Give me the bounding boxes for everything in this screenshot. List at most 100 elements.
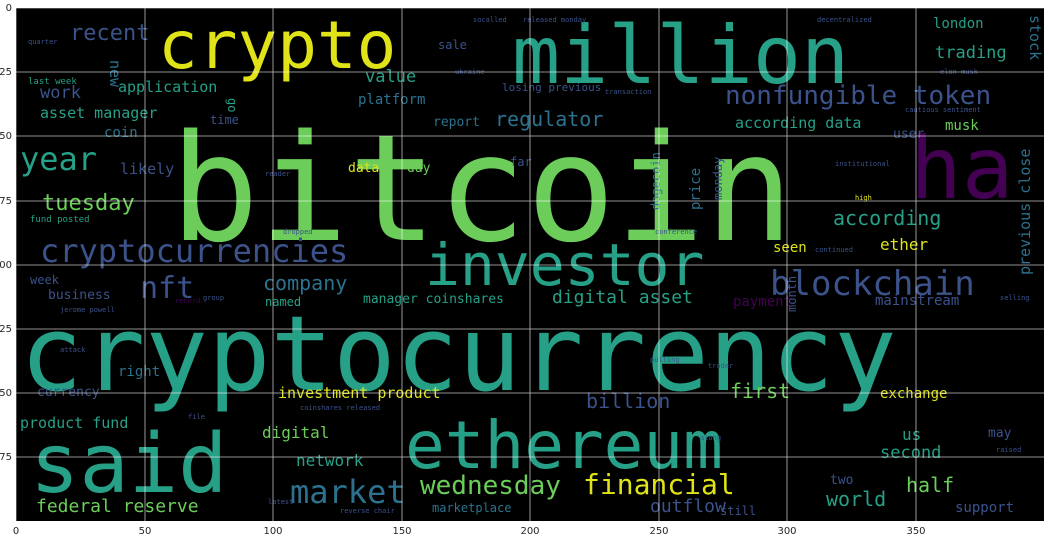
word-product-fund: product fund — [20, 414, 128, 432]
word-monday: monday — [711, 157, 725, 200]
word-cryptocurrency: cryptocurrency — [20, 293, 897, 415]
word-second: second — [880, 443, 941, 463]
y-tick: 50 — [0, 131, 12, 142]
word-marketplace: marketplace — [432, 501, 511, 515]
x-tick: 0 — [13, 526, 19, 537]
y-tick: 175 — [0, 452, 12, 463]
word-transaction: transaction — [605, 88, 651, 96]
word-likely: likely — [120, 160, 174, 178]
word-pulling: pulling — [650, 356, 680, 364]
word-business: business — [48, 288, 111, 303]
x-axis-ticks: 0 50 100 150 200 250 300 350 — [13, 526, 926, 537]
word-month: month — [785, 276, 799, 312]
word-ethereum: ethereum — [405, 407, 723, 484]
x-tick: 50 — [139, 526, 152, 537]
x-tick: 100 — [263, 526, 282, 537]
word-latest: latest — [268, 498, 293, 506]
word-user: user — [893, 127, 924, 142]
x-tick: 200 — [520, 526, 539, 537]
word-asset-manager: asset manager — [40, 104, 157, 122]
word-according-data: according data — [735, 114, 861, 132]
word-company: company — [263, 271, 347, 295]
word-price: price — [688, 168, 704, 210]
word-day: day — [407, 161, 431, 176]
word-institutional: institutional — [835, 160, 890, 168]
word-london: london — [933, 16, 984, 32]
word-stock: stock — [1026, 15, 1044, 60]
word-first: first — [730, 379, 790, 403]
word-continued: continued — [815, 246, 853, 254]
x-tick: 150 — [392, 526, 411, 537]
word-reverse-chair: reverse chair — [340, 507, 395, 515]
y-tick: 150 — [0, 388, 12, 399]
word-fund-posted: fund posted — [30, 215, 90, 225]
word-file: file — [188, 413, 205, 421]
word-year: year — [20, 140, 97, 178]
y-tick: 125 — [0, 324, 12, 335]
word-crypto: crypto — [158, 7, 396, 84]
word-quarter: quarter — [28, 38, 58, 46]
word-report: report — [433, 115, 480, 130]
grid — [15, 7, 1044, 521]
word-according: according — [833, 206, 941, 230]
word-mainstream: mainstream — [875, 293, 959, 309]
word-selling: selling — [1000, 294, 1030, 302]
word-coinshares-released: coinshares released — [300, 404, 380, 412]
word-support: support — [955, 500, 1014, 516]
word-trading: trading — [935, 43, 1007, 63]
word-raised: raised — [996, 446, 1021, 454]
word-decentralized: decentralized — [817, 16, 872, 24]
wordcloud-image: bitcoin cryptocurrency million crypto ha… — [20, 7, 1044, 518]
word-network: network — [296, 451, 364, 470]
word-go: go — [225, 98, 239, 112]
word-two: two — [830, 473, 853, 488]
word-dropped: dropped — [283, 228, 313, 236]
word-trader: trader — [708, 362, 733, 370]
word-digital: digital — [262, 423, 329, 442]
word-reader: reader — [265, 170, 290, 178]
word-federal-reserve: federal reserve — [36, 496, 199, 517]
word-work: work — [40, 83, 81, 103]
x-tick: 350 — [906, 526, 925, 537]
word-time: time — [210, 113, 239, 127]
word-new: new — [106, 60, 124, 88]
word-recent: recent — [70, 21, 149, 46]
word-seen: seen — [773, 240, 807, 256]
word-us: us — [902, 425, 921, 444]
y-axis-ticks: 0 25 50 75 100 125 150 175 — [0, 3, 12, 463]
word-bitcoin: bitcoin — [170, 103, 794, 275]
word-record: record — [175, 297, 200, 305]
word-digital-asset: digital asset — [552, 287, 693, 308]
word-world: world — [826, 487, 886, 511]
word-may: may — [988, 426, 1012, 441]
y-tick: 25 — [0, 67, 12, 78]
word-losing-previous: losing previous — [502, 81, 601, 94]
word-million: million — [512, 9, 849, 102]
word-regulator: regulator — [495, 107, 603, 131]
word-previous-close: previous close — [1016, 149, 1034, 275]
word-along: along — [700, 434, 721, 442]
word-exchange: exchange — [880, 386, 947, 402]
word-application: application — [118, 78, 217, 96]
x-tick: 300 — [777, 526, 796, 537]
word-coin: coin — [104, 125, 138, 141]
word-right: right — [118, 364, 160, 380]
x-tick: 250 — [649, 526, 668, 537]
word-named: named — [265, 295, 301, 309]
word-jerome-powell: jerome powell — [60, 306, 115, 314]
word-data: data — [348, 161, 379, 176]
word-payment: payment — [733, 294, 792, 310]
word-dogecoin: dogecoin — [649, 152, 663, 210]
word-ether: ether — [880, 235, 929, 254]
word-currency: currency — [37, 385, 100, 400]
y-tick: 0 — [6, 3, 12, 14]
word-nonfungible-token: nonfungible token — [725, 81, 991, 111]
word-platform: platform — [358, 92, 425, 108]
word-released-monday: released monday — [523, 16, 586, 24]
word-last-week: last week — [28, 77, 77, 87]
word-week: week — [30, 273, 60, 287]
word-group: group — [203, 294, 224, 302]
y-tick: 75 — [0, 196, 12, 207]
word-blockchain: blockchain — [770, 264, 975, 304]
word-socalled: socalled — [473, 16, 507, 24]
